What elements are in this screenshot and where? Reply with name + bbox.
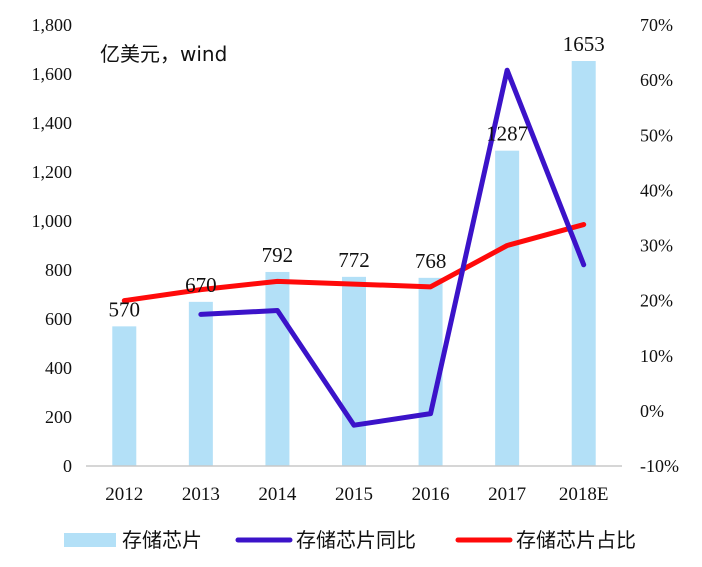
y-right-tick: 0% bbox=[640, 401, 664, 421]
legend-label: 存储芯片 bbox=[122, 528, 202, 552]
x-tick-2015: 2015 bbox=[335, 484, 373, 505]
x-tick-2014: 2014 bbox=[258, 484, 297, 505]
data-label-2018e: 1653 bbox=[563, 32, 605, 56]
yoy-growth-line bbox=[198, 67, 587, 428]
bar-2015 bbox=[342, 276, 366, 466]
share-line bbox=[121, 222, 587, 304]
unit-note: 亿美元，wind bbox=[100, 42, 227, 66]
legend: 存储芯片 存储芯片同比 存储芯片占比 bbox=[64, 528, 636, 552]
bar-2017 bbox=[495, 150, 520, 466]
data-label-2012: 570 bbox=[109, 297, 141, 321]
legend-item-bar: 存储芯片 bbox=[64, 528, 202, 552]
y-left-tick: 1,800 bbox=[32, 15, 73, 35]
legend-swatch-bar bbox=[64, 533, 116, 547]
y-right-tick: 70% bbox=[640, 15, 673, 35]
legend-item-share: 存储芯片占比 bbox=[455, 528, 636, 552]
x-tick-2013: 2013 bbox=[182, 484, 220, 505]
y-right-tick: 30% bbox=[640, 236, 673, 256]
bars-layer bbox=[112, 61, 596, 466]
bar-2012 bbox=[112, 326, 137, 466]
y-left-tick: 1,600 bbox=[32, 64, 73, 84]
x-tick-2018e: 2018E bbox=[559, 484, 609, 505]
y-right-tick: 50% bbox=[640, 125, 673, 145]
axes-layer: 0 200 400 600 800 1,000 1,200 1,400 1,600 1,800 -1… bbox=[32, 15, 680, 505]
y-left-tick: 0 bbox=[63, 456, 72, 476]
y-right-tick: 10% bbox=[640, 346, 673, 366]
y-left-tick: 800 bbox=[45, 260, 72, 280]
x-tick-2017: 2017 bbox=[488, 484, 526, 505]
x-tick-2016: 2016 bbox=[412, 484, 450, 505]
y-left-tick: 600 bbox=[45, 309, 72, 329]
y-right-tick: 60% bbox=[640, 70, 673, 90]
legend-label: 存储芯片同比 bbox=[296, 528, 416, 552]
legend-label: 存储芯片占比 bbox=[516, 528, 636, 552]
data-label-2017: 1287 bbox=[486, 122, 528, 146]
data-labels-layer: 570 670 792 772 768 1287 1653 bbox=[109, 32, 605, 321]
y-right-tick: -10% bbox=[640, 456, 679, 476]
data-label-2014: 792 bbox=[262, 243, 294, 267]
data-label-2013: 670 bbox=[185, 273, 217, 297]
data-label-2016: 768 bbox=[415, 249, 447, 273]
y-left-tick: 200 bbox=[45, 407, 72, 427]
data-label-2015: 772 bbox=[338, 248, 370, 272]
legend-item-yoy: 存储芯片同比 bbox=[235, 528, 416, 552]
bar-2013 bbox=[188, 301, 213, 466]
y-right-tick: 20% bbox=[640, 291, 673, 311]
y-left-tick: 1,400 bbox=[32, 113, 73, 133]
bar-2014 bbox=[265, 271, 290, 466]
y-left-tick: 1,200 bbox=[32, 162, 73, 182]
y-right-tick: 40% bbox=[640, 180, 673, 200]
x-tick-2012: 2012 bbox=[105, 484, 143, 505]
lines-layer bbox=[121, 67, 587, 428]
y-left-tick: 1,000 bbox=[32, 211, 73, 231]
y-left-tick: 400 bbox=[45, 358, 72, 378]
